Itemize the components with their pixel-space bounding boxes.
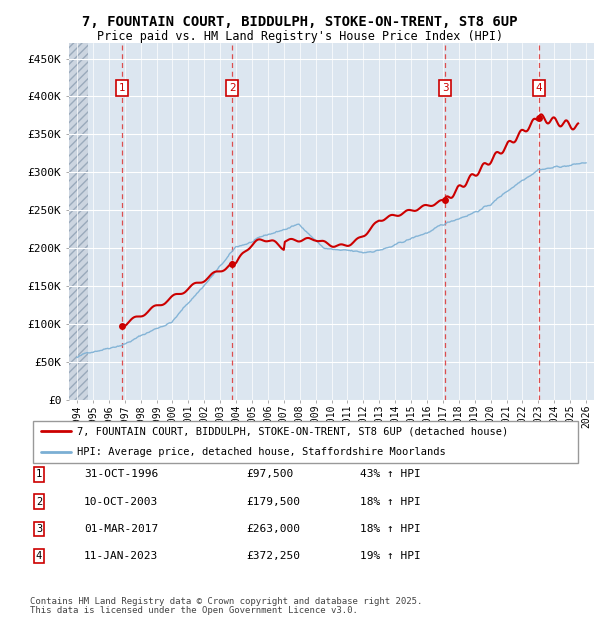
Text: 19% ↑ HPI: 19% ↑ HPI	[360, 551, 421, 561]
Text: 1: 1	[36, 469, 42, 479]
Text: £179,500: £179,500	[246, 497, 300, 507]
Text: Price paid vs. HM Land Registry's House Price Index (HPI): Price paid vs. HM Land Registry's House …	[97, 30, 503, 43]
Text: 43% ↑ HPI: 43% ↑ HPI	[360, 469, 421, 479]
Text: 4: 4	[535, 83, 542, 93]
Text: 4: 4	[36, 551, 42, 561]
Text: 31-OCT-1996: 31-OCT-1996	[84, 469, 158, 479]
Text: 7, FOUNTAIN COURT, BIDDULPH, STOKE-ON-TRENT, ST8 6UP (detached house): 7, FOUNTAIN COURT, BIDDULPH, STOKE-ON-TR…	[77, 426, 508, 436]
Text: £372,250: £372,250	[246, 551, 300, 561]
Text: 18% ↑ HPI: 18% ↑ HPI	[360, 524, 421, 534]
Text: 2: 2	[36, 497, 42, 507]
FancyBboxPatch shape	[33, 421, 578, 463]
Text: 3: 3	[36, 524, 42, 534]
Text: This data is licensed under the Open Government Licence v3.0.: This data is licensed under the Open Gov…	[30, 606, 358, 615]
Text: 3: 3	[442, 83, 449, 93]
Text: Contains HM Land Registry data © Crown copyright and database right 2025.: Contains HM Land Registry data © Crown c…	[30, 597, 422, 606]
Text: 7, FOUNTAIN COURT, BIDDULPH, STOKE-ON-TRENT, ST8 6UP: 7, FOUNTAIN COURT, BIDDULPH, STOKE-ON-TR…	[82, 16, 518, 30]
Text: 11-JAN-2023: 11-JAN-2023	[84, 551, 158, 561]
Text: 18% ↑ HPI: 18% ↑ HPI	[360, 497, 421, 507]
Text: 2: 2	[229, 83, 236, 93]
Text: HPI: Average price, detached house, Staffordshire Moorlands: HPI: Average price, detached house, Staf…	[77, 448, 446, 458]
Bar	[69, 43, 88, 400]
Text: £97,500: £97,500	[246, 469, 293, 479]
Text: 10-OCT-2003: 10-OCT-2003	[84, 497, 158, 507]
Text: £263,000: £263,000	[246, 524, 300, 534]
Text: 1: 1	[119, 83, 125, 93]
Text: 01-MAR-2017: 01-MAR-2017	[84, 524, 158, 534]
